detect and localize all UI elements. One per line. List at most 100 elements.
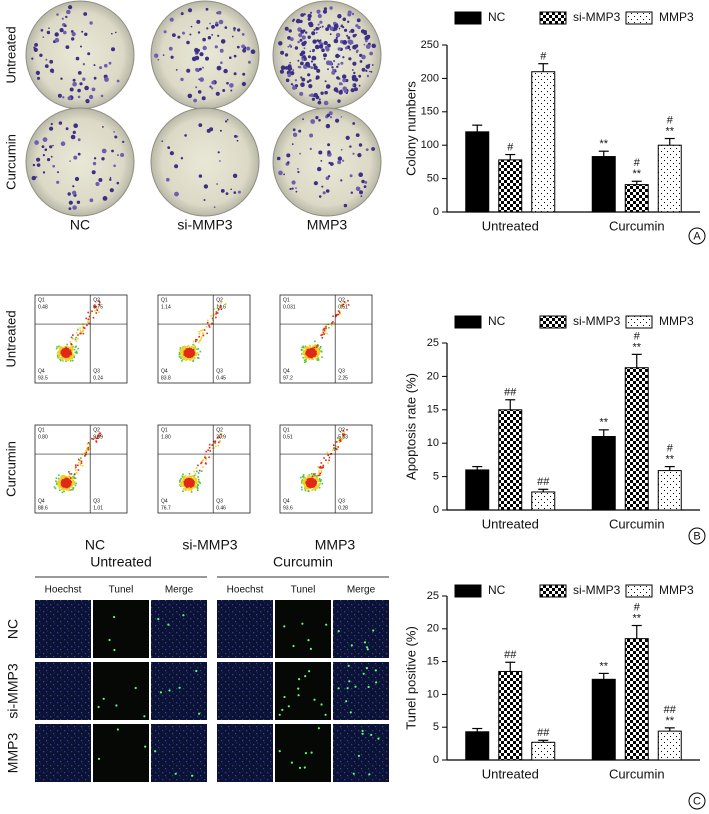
flow-event <box>186 346 188 348</box>
colony <box>94 157 96 159</box>
flow-event <box>180 347 182 349</box>
colony <box>60 28 64 32</box>
colony <box>313 56 317 60</box>
quadrant-percent: 2.25 <box>338 375 348 381</box>
colony <box>202 67 204 69</box>
y-tick-label: 25 <box>427 337 439 349</box>
flow-event <box>72 360 74 362</box>
colony <box>41 29 44 32</box>
colony <box>288 66 293 71</box>
colony <box>335 119 339 123</box>
flow-event <box>59 490 61 492</box>
colony <box>349 49 351 51</box>
tunel-spot <box>175 773 177 775</box>
flow-event <box>72 334 74 336</box>
flow-event <box>196 339 198 341</box>
colony <box>195 56 200 61</box>
tunel-spot <box>135 687 137 689</box>
tunel-spot <box>338 630 340 632</box>
flow-event <box>197 489 199 491</box>
flow-event <box>336 441 338 443</box>
colony <box>292 86 296 90</box>
legend-label: si-MMP3 <box>573 10 621 24</box>
tunel-spot <box>298 678 300 680</box>
flow-event <box>323 332 325 334</box>
tunel-spot <box>311 752 313 754</box>
colony <box>334 39 339 44</box>
flow-event <box>188 489 190 491</box>
colony <box>344 29 347 32</box>
colony <box>292 69 294 71</box>
colony <box>313 66 317 70</box>
flow-event <box>310 482 312 484</box>
colony <box>94 77 97 80</box>
colony <box>359 85 361 87</box>
flow-event <box>327 452 329 454</box>
quadrant-name: Q4 <box>161 498 168 504</box>
colony <box>330 116 332 118</box>
flow-event <box>72 487 74 489</box>
colony <box>109 179 111 181</box>
bar <box>592 679 615 760</box>
flow-event <box>58 346 60 348</box>
colony <box>55 32 59 36</box>
colony <box>346 35 348 37</box>
quadrant-name: Q2 <box>93 297 100 303</box>
colony <box>163 54 165 56</box>
flow-event <box>316 347 318 349</box>
flow-event <box>328 327 330 329</box>
bar <box>592 157 615 212</box>
bar <box>625 368 648 510</box>
tunel-spot <box>318 727 320 729</box>
flow-event <box>75 466 77 468</box>
micrograph <box>333 600 389 658</box>
x-tick-label: Curcumin <box>609 516 665 531</box>
flow-event <box>81 461 83 463</box>
colony <box>90 198 94 202</box>
colony <box>323 53 327 57</box>
flow-event <box>56 346 58 348</box>
colony <box>287 73 291 77</box>
colony <box>211 81 215 85</box>
colony <box>73 131 76 134</box>
flow-event <box>331 325 333 327</box>
colony <box>198 31 200 33</box>
colony <box>326 189 330 193</box>
flow-event <box>83 327 85 329</box>
colony <box>85 99 89 103</box>
bar <box>658 471 681 510</box>
colony <box>308 84 312 88</box>
colony <box>33 164 35 166</box>
colony <box>49 127 53 131</box>
colony <box>33 47 35 49</box>
colony <box>297 60 299 62</box>
flow-event <box>196 467 198 469</box>
colony <box>238 191 241 194</box>
colony <box>198 90 202 94</box>
colony <box>233 27 236 30</box>
tunel-spot <box>310 648 312 650</box>
tunel-spot <box>375 681 377 683</box>
colony <box>34 43 38 47</box>
colony <box>37 77 40 80</box>
tunel-spot <box>167 624 169 626</box>
colony <box>78 153 81 156</box>
flow-event <box>318 475 320 477</box>
tunel-spot <box>117 728 119 730</box>
colony <box>320 27 322 29</box>
significance-mark: ** <box>599 417 608 429</box>
flow-event <box>214 308 216 310</box>
colony <box>341 149 343 151</box>
quadrant-percent: 5.63 <box>338 434 348 440</box>
row-label: Untreated <box>3 310 18 367</box>
flow-event <box>202 459 204 461</box>
flow-plot-frame <box>35 425 127 513</box>
bar <box>532 492 555 510</box>
colony <box>366 65 370 69</box>
colony <box>340 62 343 65</box>
quadrant-name: Q1 <box>283 427 290 433</box>
x-tick-label: Untreated <box>482 766 539 781</box>
colony <box>319 21 322 24</box>
colony <box>351 88 355 92</box>
tunel-spot <box>191 775 193 777</box>
